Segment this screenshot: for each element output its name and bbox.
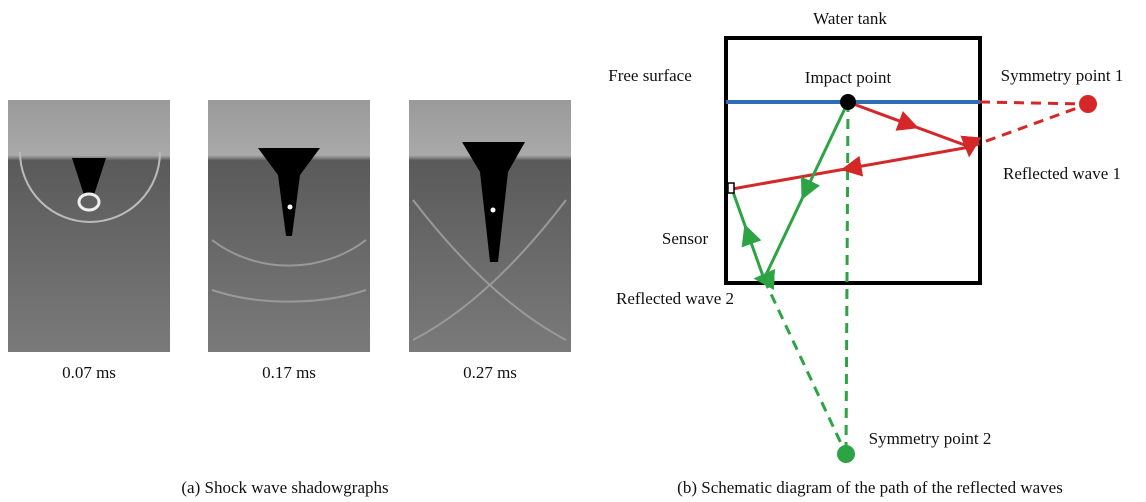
figure: 0.07 ms 0.17 ms 0.27 ms (a) Shock wave s… (0, 0, 1146, 502)
sensor (728, 183, 734, 193)
shadowgraph-3 (409, 100, 571, 352)
symmetry-point-2 (837, 445, 855, 463)
time-label: 0.17 ms (262, 363, 316, 382)
time-label: 0.27 ms (463, 363, 517, 382)
caption: (a) Shock wave shadowgraphs (181, 478, 388, 497)
label: Sensor (662, 229, 709, 248)
symmetry-point-1 (1079, 95, 1097, 113)
caption: (b) Schematic diagram of the path of the… (677, 478, 1063, 497)
reflected-wave-2-path (732, 102, 848, 279)
shadowgraph-1 (8, 100, 170, 352)
impact-point (840, 94, 856, 110)
label: Water tank (813, 9, 887, 28)
label: Free surface (608, 66, 692, 85)
time-label: 0.07 ms (62, 363, 116, 382)
reflected-wave-1-path (732, 102, 970, 189)
label: Symmetry point 2 (869, 429, 992, 448)
shadowgraph-2 (208, 100, 370, 352)
label: Impact point (805, 68, 892, 87)
label: Symmetry point 1 (1001, 66, 1124, 85)
label: Reflected wave 1 (1003, 164, 1121, 183)
label: Reflected wave 2 (616, 289, 734, 308)
